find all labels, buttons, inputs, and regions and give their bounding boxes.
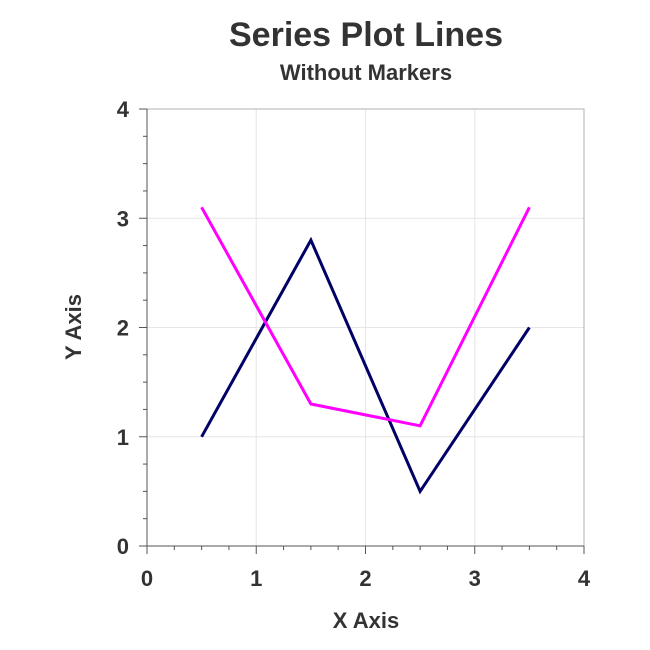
y-tick-label: 4 xyxy=(117,97,130,122)
x-tick-label: 2 xyxy=(359,566,371,591)
x-tick-label: 0 xyxy=(141,566,153,591)
chart-subtitle: Without Markers xyxy=(280,60,452,85)
y-tick-label: 0 xyxy=(117,534,129,559)
chart-title: Series Plot Lines xyxy=(229,16,503,54)
y-tick-labels: 0 1 2 3 4 xyxy=(117,97,130,559)
y-tick-label: 1 xyxy=(117,425,129,450)
x-axis-label: X Axis xyxy=(333,608,399,633)
y-tick-label: 3 xyxy=(117,206,129,231)
grid-lines xyxy=(147,109,584,546)
x-tick-labels: 0 1 2 3 4 xyxy=(141,566,591,591)
x-tick-label: 4 xyxy=(578,566,591,591)
series-line-2 xyxy=(200,206,531,428)
x-tick-label: 1 xyxy=(250,566,262,591)
series-line-1 xyxy=(200,236,531,495)
x-tick-label: 3 xyxy=(469,566,481,591)
series-lines xyxy=(200,206,531,495)
axes xyxy=(139,108,585,554)
y-tick-label: 2 xyxy=(117,316,129,341)
y-axis-label: Y Axis xyxy=(61,294,86,360)
